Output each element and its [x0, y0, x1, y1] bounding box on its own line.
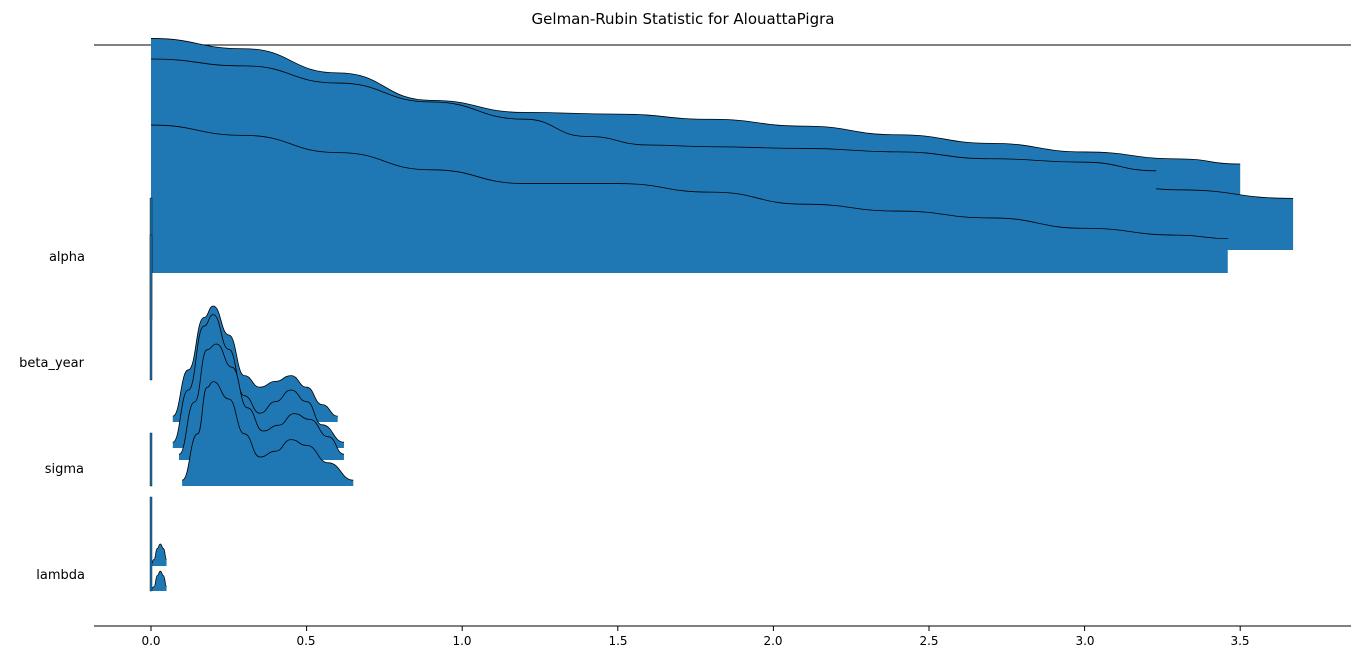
ytick-lambda: lambda: [36, 568, 85, 583]
reference-sliver-2: [149, 234, 153, 381]
ytick-sigma: sigma: [45, 462, 84, 477]
ridge-alpha-chain-1-line: [150, 38, 1241, 165]
ridge-alpha-chain-3-line: [150, 58, 1157, 172]
xtick-label-3: 1.5: [608, 634, 627, 648]
reference-sliver-4: [149, 496, 153, 592]
ridge-alpha-chain-4-area: [151, 125, 1228, 273]
ridge-lambda-chain-1-line: [150, 543, 167, 565]
ridge-beta_year-chain-1-line: [172, 305, 338, 417]
ridge-sigma-chain-1-line: [178, 343, 345, 455]
xtick-label-2: 1.0: [452, 634, 471, 648]
reference-slivers-group: [149, 197, 153, 592]
ridge-alpha-chain-4-line: [150, 124, 1228, 239]
xtick-label-0: 0.0: [141, 634, 160, 648]
ytick-beta-year: beta_year: [19, 356, 84, 371]
xtick-label-1: 0.5: [296, 634, 315, 648]
chart-title: Gelman-Rubin Statistic for AlouattaPigra: [532, 10, 835, 28]
ridge-sigma-chain-2-area: [182, 381, 354, 486]
ridges-group: [150, 38, 1294, 591]
xtick-label-5: 2.5: [919, 634, 938, 648]
xtick-label-4: 2.0: [763, 634, 782, 648]
ridge-lambda-chain-1-area: [151, 544, 167, 566]
ytick-alpha: alpha: [49, 250, 85, 265]
xtick-label-7: 3.5: [1230, 634, 1249, 648]
x-axis-ticks: 0.0 0.5 1.0 1.5 2.0 2.5 3.0 3.5: [141, 626, 1250, 648]
xtick-label-6: 3.0: [1075, 634, 1094, 648]
ridge-lambda-chain-2-line: [150, 570, 167, 590]
reference-sliver-3: [149, 432, 153, 487]
ridge-beta_year-chain-2-line: [172, 314, 344, 443]
ridge-sigma-chain-2-line: [181, 381, 354, 481]
